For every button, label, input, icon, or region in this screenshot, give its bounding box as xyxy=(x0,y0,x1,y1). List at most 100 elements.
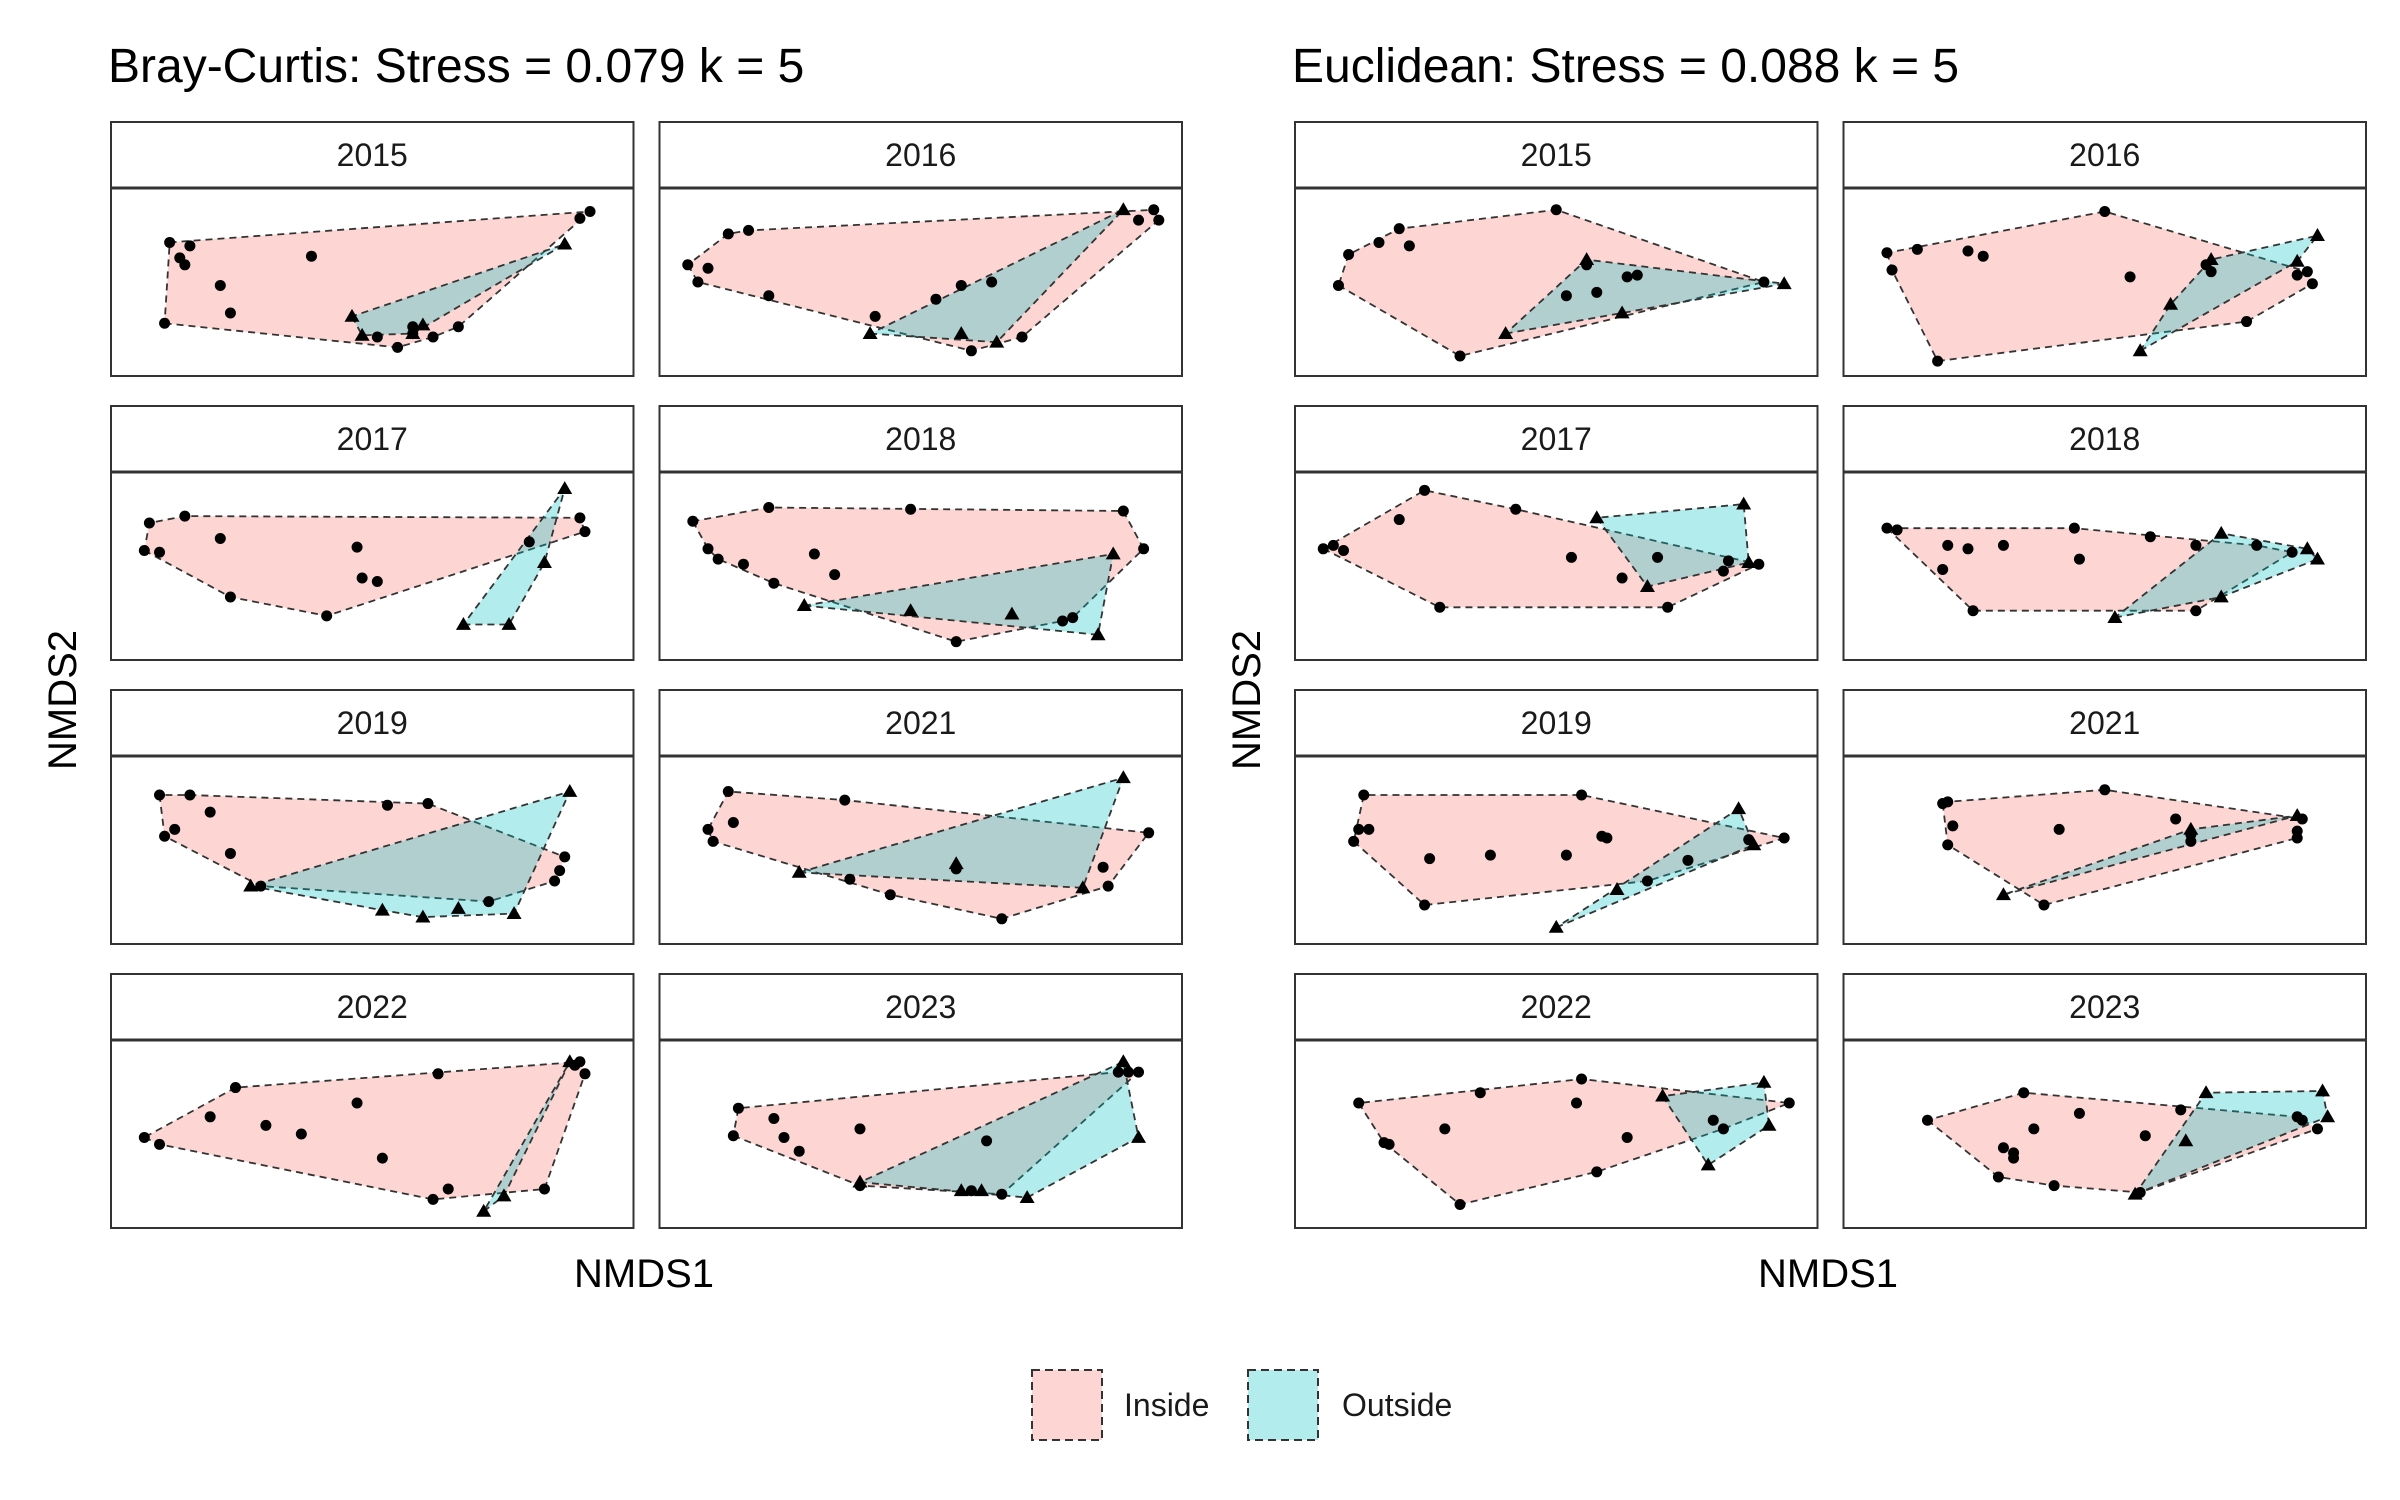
point-inside xyxy=(2291,269,2303,281)
point-inside xyxy=(1419,899,1431,911)
point-inside xyxy=(884,889,896,901)
point-inside xyxy=(549,875,561,887)
point-outside xyxy=(405,326,421,339)
point-outside xyxy=(2213,589,2229,603)
point-inside xyxy=(1343,248,1355,260)
point-outside xyxy=(2183,821,2199,835)
point-inside xyxy=(392,341,404,353)
point-outside xyxy=(455,616,471,630)
point-inside xyxy=(965,1185,977,1197)
point-outside xyxy=(989,334,1005,348)
hull-outside xyxy=(1595,503,1750,588)
left-facet-grid: 2015 2016 2017 2018 2019 2021 2022 2023 xyxy=(110,121,1183,1229)
point-outside xyxy=(450,900,466,914)
point-inside xyxy=(839,794,851,806)
point-inside xyxy=(381,799,393,811)
facet-strip xyxy=(110,121,635,189)
point-inside xyxy=(1138,543,1150,555)
point-inside xyxy=(2068,522,2080,534)
facet-strip-label: 2021 xyxy=(2069,705,2140,741)
hull-outside xyxy=(866,208,1124,344)
point-outside xyxy=(2107,610,2123,623)
point-inside xyxy=(687,515,699,527)
point-outside xyxy=(415,909,431,923)
point-inside xyxy=(722,228,734,240)
point-inside xyxy=(2185,835,2197,847)
point-inside xyxy=(184,240,196,252)
point-inside xyxy=(442,1183,454,1195)
point-inside xyxy=(169,823,181,835)
point-inside xyxy=(523,536,535,548)
point-inside xyxy=(1358,789,1370,801)
right-x-axis-label: NMDS1 xyxy=(1758,1252,1898,1296)
point-outside xyxy=(2289,253,2305,267)
point-outside xyxy=(1731,801,1747,815)
point-inside xyxy=(722,786,734,798)
point-outside xyxy=(557,236,573,250)
point-inside xyxy=(1641,875,1653,887)
point-inside xyxy=(1510,503,1522,515)
point-outside xyxy=(903,603,919,617)
point-inside xyxy=(1962,245,1974,257)
point-inside xyxy=(829,569,841,581)
point-outside xyxy=(974,1183,990,1197)
facet-strip-label: 2021 xyxy=(885,705,956,741)
point-inside xyxy=(763,502,775,514)
point-inside xyxy=(1393,514,1405,526)
point-inside xyxy=(1977,250,1989,262)
point-inside xyxy=(981,1135,993,1147)
facet-strip-label: 2018 xyxy=(885,421,956,457)
hull-outside xyxy=(1502,258,1785,336)
point-inside xyxy=(559,851,571,863)
point-outside xyxy=(2163,296,2179,310)
point-inside xyxy=(950,636,962,648)
point-inside xyxy=(1454,350,1466,362)
point-outside xyxy=(536,555,552,568)
point-inside xyxy=(2048,1180,2060,1192)
point-inside xyxy=(778,1131,790,1143)
point-inside xyxy=(702,543,714,555)
point-inside xyxy=(376,1152,388,1164)
hull-outside xyxy=(804,552,1115,636)
point-inside xyxy=(2301,266,2313,278)
facet-strip xyxy=(1842,405,2367,473)
point-inside xyxy=(1550,204,1562,216)
point-inside xyxy=(1591,286,1603,298)
point-inside xyxy=(204,806,216,818)
point-inside xyxy=(1117,505,1129,517)
point-inside xyxy=(1133,1066,1145,1078)
point-inside xyxy=(854,1123,866,1135)
point-inside xyxy=(986,276,998,288)
point-outside xyxy=(1105,546,1121,560)
point-outside xyxy=(1776,276,1792,290)
point-inside xyxy=(2241,316,2253,328)
facet-2018: 2018 xyxy=(1842,405,2367,661)
hull-outside xyxy=(2003,814,2298,896)
point-outside xyxy=(557,481,573,494)
point-inside xyxy=(1571,1097,1583,1109)
point-outside xyxy=(796,598,812,611)
point-outside xyxy=(501,616,517,630)
point-outside xyxy=(1756,1074,1772,1088)
point-inside xyxy=(255,880,267,892)
facet-plot-area xyxy=(658,1039,1183,1229)
facet-strip-label: 2017 xyxy=(337,421,408,457)
point-outside xyxy=(1746,837,1762,851)
hull-outside xyxy=(2139,234,2320,352)
facet-strip xyxy=(658,973,1183,1041)
point-outside xyxy=(1548,919,1564,933)
facet-2018: 2018 xyxy=(658,405,1183,661)
facet-strip xyxy=(110,689,635,757)
point-inside xyxy=(179,259,191,271)
point-inside xyxy=(371,331,383,343)
facet-plot-area xyxy=(110,1039,635,1229)
point-outside xyxy=(415,317,431,331)
hull-inside xyxy=(142,1060,586,1201)
point-inside xyxy=(2286,546,2298,558)
point-inside xyxy=(1722,555,1734,567)
point-inside xyxy=(1891,524,1903,536)
facet-strip xyxy=(1842,973,2367,1041)
facet-plot-area xyxy=(1294,471,1819,661)
point-inside xyxy=(2028,1123,2040,1135)
